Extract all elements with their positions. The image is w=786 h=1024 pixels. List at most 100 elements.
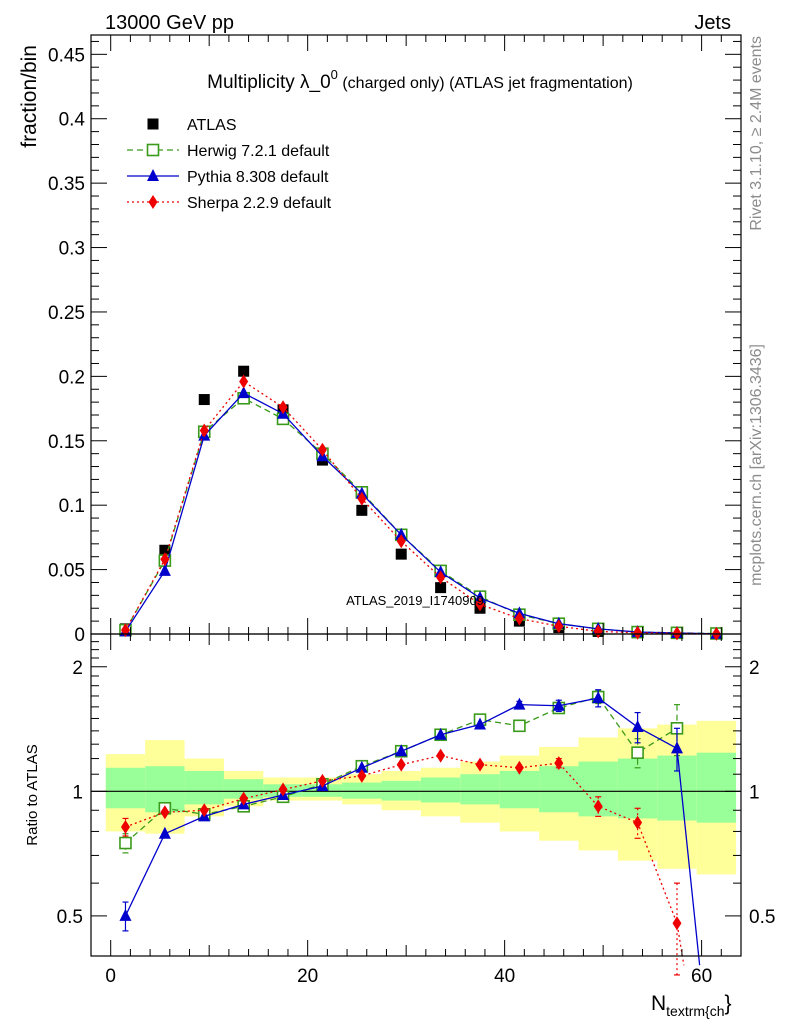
title-main: Multiplicity λ_0 (207, 72, 331, 93)
atlas-point (395, 548, 407, 560)
band-inner-7 (381, 780, 421, 801)
legend-marker-atlas (147, 118, 159, 130)
sherpa-ratio-point (475, 757, 485, 772)
pythia-ratio-point (395, 744, 408, 757)
legend-item-sherpa: Sherpa 2.2.9 default (127, 195, 332, 212)
sherpa-point (633, 625, 643, 640)
main-series-group (119, 365, 723, 641)
main-y-tick-label: 0 (74, 625, 85, 646)
legend-marker-pythia (147, 169, 159, 181)
sherpa-ratio-point (278, 782, 288, 797)
rivet-version-label: Rivet 3.1.10, ≥ 2.4M events (748, 36, 765, 231)
sherpa-point (396, 534, 406, 549)
pythia-ratio-point (670, 741, 683, 754)
pythia-ratio-line (124, 697, 701, 966)
sherpa-ratio-point (554, 756, 564, 771)
sherpa-ratio-point (357, 768, 367, 783)
sherpa-point (199, 423, 209, 438)
ratio-y-tick-label-right: 2 (749, 658, 760, 679)
sherpa-point (239, 374, 249, 389)
ratio-uncertainty-bands (91, 720, 741, 875)
band-inner-9 (460, 774, 500, 805)
title-superscript: 0 (331, 67, 338, 82)
ratio-y-tick-label-left: 1 (72, 782, 83, 803)
ratio-y-tick-label-right: 0.5 (749, 907, 775, 928)
pythia-point (474, 590, 487, 603)
pythia-ratio-point (552, 698, 565, 711)
sherpa-ratio-point (317, 773, 327, 788)
band-inner-8 (420, 777, 461, 803)
herwig-ratio-point (631, 746, 644, 759)
pythia-point (237, 386, 250, 399)
sherpa-ratio-point (514, 760, 524, 775)
band-inner-10 (499, 770, 540, 809)
atlas-point (198, 394, 210, 406)
main-y-tick-label: 0.45 (48, 45, 85, 66)
main-y-tick-label: 0.4 (59, 110, 86, 131)
x-axis-label: Ntextrm{ch} (651, 992, 732, 1019)
atlas-point (435, 582, 447, 594)
sherpa-point (593, 624, 603, 639)
sherpa-line (124, 380, 717, 635)
main-y-tick-label: 0.05 (48, 561, 85, 582)
x-tick-label: 0 (105, 966, 116, 987)
sherpa-ratio-point (199, 803, 209, 818)
watermark: ATLAS_2019_I1740909 (346, 593, 484, 608)
x-tick-label: 60 (691, 966, 712, 987)
band-inner-0 (105, 767, 146, 809)
sherpa-ratio-point (633, 815, 643, 830)
pythia-ratio-point (474, 717, 487, 730)
atlas-point (159, 544, 171, 556)
herwig-ratio-point (119, 836, 132, 850)
sherpa-ratio-point (593, 799, 603, 814)
legend-item-atlas: ATLAS (147, 117, 237, 134)
legend-label-atlas: ATLAS (187, 117, 237, 134)
sherpa-point (160, 552, 170, 567)
atlas-point (356, 504, 368, 516)
ratio-plot-frame (90, 633, 742, 957)
main-y-tick-label: 0.15 (48, 432, 85, 453)
x-axis-label-main: N (651, 992, 666, 1015)
legend-item-herwig: Herwig 7.2.1 default (127, 143, 330, 160)
sherpa-ratio-point (672, 916, 682, 931)
pythia-ratio-point (513, 697, 526, 710)
sherpa-ratio-point (239, 791, 249, 806)
legend-item-pythia: Pythia 8.308 default (127, 169, 329, 186)
sherpa-ratio-point (160, 805, 170, 820)
x-axis-label-sub: textrm{ch (666, 1003, 724, 1019)
main-y-tick-label: 0.1 (59, 496, 85, 517)
ratio-series-group (119, 689, 701, 976)
plot-title: Multiplicity λ_00 (charged only) (ATLAS … (207, 67, 633, 93)
sherpa-point (672, 626, 682, 641)
main-y-tick-label: 0.3 (59, 239, 85, 260)
header-left: 13000 GeV pp (105, 12, 234, 34)
herwig-ratio-point (513, 719, 526, 733)
sherpa-point (554, 619, 564, 634)
pythia-ratio-point (631, 720, 644, 733)
sherpa-point (278, 400, 288, 415)
sherpa-point (357, 491, 367, 506)
sherpa-point (514, 611, 524, 626)
legend-label-sherpa: Sherpa 2.2.9 default (187, 195, 332, 212)
band-inner-6 (342, 782, 382, 799)
legend-marker-sherpa (148, 195, 158, 209)
pythia-ratio-point (158, 826, 171, 839)
legend: ATLAS Herwig 7.2.1 default Pythia 8.308 de… (127, 117, 332, 212)
ratio-y-tick-label-right: 1 (749, 782, 760, 803)
pythia-line (124, 392, 717, 635)
sherpa-ratio-point (396, 757, 406, 772)
title-rest: (charged only) (ATLAS jet fragmentation) (338, 75, 633, 92)
ratio-y-axis-label: Ratio to ATLAS (24, 744, 41, 845)
legend-marker-herwig (146, 143, 160, 157)
mcplots-label: mcplots.cern.ch [arXiv:1306.3436] (748, 344, 765, 586)
legend-label-pythia: Pythia 8.308 default (187, 169, 329, 186)
pythia-point (158, 563, 171, 576)
main-y-axis-label: fraction/bin (18, 45, 41, 148)
main-y-tick-label: 0.35 (48, 174, 85, 195)
x-tick-label: 20 (297, 966, 318, 987)
pythia-ratio-point (355, 760, 368, 773)
sherpa-point (475, 597, 485, 612)
sherpa-point (317, 442, 327, 457)
sherpa-ratio-point (436, 748, 446, 763)
pythia-ratio-point (119, 908, 132, 921)
